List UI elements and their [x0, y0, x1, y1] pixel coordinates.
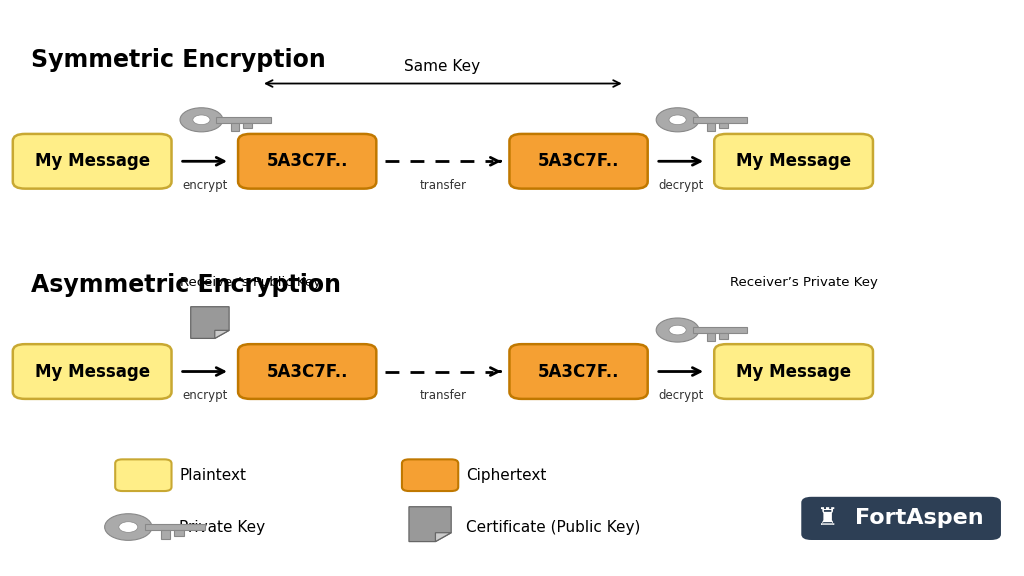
Circle shape: [180, 108, 223, 132]
Text: Plaintext: Plaintext: [179, 468, 246, 483]
Bar: [144, 524, 205, 530]
Text: Receiver’s Private Key: Receiver’s Private Key: [730, 276, 878, 289]
Bar: [707, 333, 716, 341]
Text: Asymmetric Encryption: Asymmetric Encryption: [31, 273, 341, 297]
Bar: [719, 123, 728, 128]
Bar: [707, 123, 716, 131]
Text: ♜: ♜: [816, 506, 838, 530]
Text: FortAspen: FortAspen: [855, 509, 983, 528]
Text: My Message: My Message: [736, 362, 851, 381]
Text: Ciphertext: Ciphertext: [466, 468, 546, 483]
Circle shape: [669, 325, 686, 335]
Text: 5A3C7F..: 5A3C7F..: [538, 152, 620, 170]
Text: My Message: My Message: [736, 152, 851, 170]
Circle shape: [193, 115, 210, 124]
Polygon shape: [435, 533, 452, 541]
Bar: [243, 123, 252, 128]
FancyBboxPatch shape: [509, 134, 647, 189]
Bar: [719, 333, 728, 339]
Text: Private Key: Private Key: [179, 520, 265, 535]
FancyBboxPatch shape: [12, 134, 171, 189]
FancyBboxPatch shape: [715, 344, 872, 399]
Bar: [216, 117, 271, 123]
Text: encrypt: encrypt: [182, 179, 227, 192]
Text: Receiver’s Public Key: Receiver’s Public Key: [180, 276, 322, 289]
FancyBboxPatch shape: [238, 344, 377, 399]
Text: transfer: transfer: [420, 389, 466, 402]
FancyBboxPatch shape: [509, 344, 647, 399]
Polygon shape: [190, 307, 229, 339]
Text: My Message: My Message: [35, 362, 150, 381]
Circle shape: [119, 522, 138, 532]
Bar: [692, 327, 748, 333]
Bar: [161, 530, 170, 539]
Text: decrypt: decrypt: [658, 389, 703, 402]
Text: decrypt: decrypt: [658, 179, 703, 192]
Bar: [174, 530, 183, 536]
Text: 5A3C7F..: 5A3C7F..: [538, 362, 620, 381]
Text: encrypt: encrypt: [182, 389, 227, 402]
Polygon shape: [409, 507, 452, 541]
FancyBboxPatch shape: [401, 460, 458, 491]
Text: 5A3C7F..: 5A3C7F..: [266, 362, 348, 381]
Text: transfer: transfer: [420, 179, 466, 192]
Polygon shape: [215, 331, 229, 339]
FancyBboxPatch shape: [715, 134, 872, 189]
Circle shape: [669, 115, 686, 124]
Text: Symmetric Encryption: Symmetric Encryption: [31, 48, 326, 73]
Text: My Message: My Message: [35, 152, 150, 170]
Circle shape: [656, 318, 699, 342]
FancyBboxPatch shape: [12, 344, 171, 399]
Text: Same Key: Same Key: [404, 59, 480, 74]
Bar: [230, 123, 240, 131]
Circle shape: [656, 108, 699, 132]
FancyBboxPatch shape: [801, 497, 1001, 540]
FancyBboxPatch shape: [238, 134, 377, 189]
Bar: [692, 117, 748, 123]
Text: 5A3C7F..: 5A3C7F..: [266, 152, 348, 170]
FancyBboxPatch shape: [116, 460, 172, 491]
Text: Certificate (Public Key): Certificate (Public Key): [466, 520, 640, 535]
Circle shape: [104, 514, 152, 540]
